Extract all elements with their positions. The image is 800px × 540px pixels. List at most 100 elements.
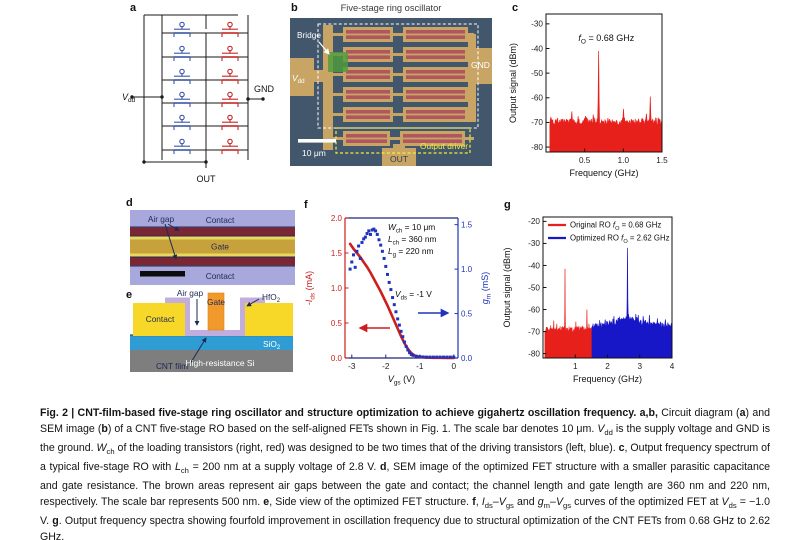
caption-segment: ds [728,500,737,510]
scale-bar [140,271,185,277]
caption-segment: Fig. 2 | CNT-film-based five-stage ring … [40,407,640,419]
caption-segment: . Output frequency spectra showing fourf… [40,514,770,540]
caption-segment: dd [604,428,613,438]
air-gap-strip-bottom [130,257,295,266]
left-bus [323,25,333,150]
fet-bubble [179,21,185,28]
caption-segment: , Output frequency spectrum of a typical… [40,441,770,473]
out-node-label: OUT [197,174,217,184]
caption-segment: V [498,495,506,508]
gm-point [374,229,378,233]
circuit-junction [246,97,250,101]
gm-point [385,272,389,276]
device-body [403,107,468,122]
gm-point [392,303,396,307]
fet-legs [221,80,239,84]
fet-symbol [221,68,239,84]
device-channel [406,75,465,79]
fet-symbol [173,114,191,130]
cnt-film-label: CNT film [156,361,188,371]
fet-bubble [227,68,233,75]
text-run: (mA) [304,271,314,293]
gm-point [448,355,452,359]
gm-point [350,260,354,264]
air-gap-label: Air gap [177,288,204,298]
y-tick-label: -80 [528,349,540,358]
text-var: L [388,246,393,256]
caption-segment: I [481,495,485,508]
text-sub: ds [309,293,316,300]
fet-symbol [221,45,239,61]
hfo2-label: HfO2 [262,292,281,304]
fet-legs [221,103,239,107]
right-bus [468,34,476,122]
caption-segment: gs [563,500,572,510]
fet-symbol [173,138,191,154]
text-run: = -1 V [407,289,432,299]
gm-point [387,280,391,284]
right-tick-label: 0.0 [461,354,473,363]
y-axis-label: Output signal (dBm) [502,247,512,327]
gm-point [351,253,355,257]
vdd-pad [290,58,314,96]
device-link [393,73,403,76]
spectrum-trace-optimized-ro [591,247,673,359]
caption-segment: b [101,422,108,435]
edge-line [130,226,295,228]
out-pad-label: OUT [390,154,408,164]
gm-point [404,344,408,348]
right-tick-label: 1.0 [461,265,473,274]
device-channel [346,115,390,119]
panel-g-label: g [504,199,511,211]
gm-point [362,237,366,241]
device-channel [346,95,390,99]
edge-line [130,235,295,237]
gm-point [394,310,398,314]
device-body [343,67,393,82]
y-tick-label: -70 [528,327,540,336]
text-sub: ch [393,240,399,246]
gm-point [445,355,449,359]
gm-point [380,249,384,253]
text-sub: O [623,239,628,245]
sem-device-rows [333,27,474,150]
device-link [465,137,474,140]
device-link [468,113,474,116]
fet-legs [221,150,239,154]
caption-segment: L [174,460,181,473]
device-body [343,131,390,146]
gm-point [435,355,439,359]
panel-b-label: b [291,2,298,14]
caption-segment: ) and SEM image ( [40,407,770,435]
y-axis-label: Output signal (dBm) [508,43,518,123]
fet-symbol [221,138,239,154]
fet-bubble [179,114,185,121]
caption-segment: d [379,460,387,473]
gm-point [379,243,383,247]
x-axis-label: Frequency (GHz) [573,374,642,384]
x-axis-label: Frequency (GHz) [569,168,638,178]
fet-symbol [221,114,239,130]
substrate-label: High-resistance Si [186,358,255,368]
panel-d-label: d [126,197,133,209]
circuit-junction [130,95,134,99]
caption-segment: ) of a CNT five-stage RO based on the se… [107,422,598,435]
device-channel [403,139,462,143]
fet-bubble [179,45,185,52]
fet-bubble [227,138,233,145]
text-run: Output signal (dBm) [508,43,518,123]
gm-point [353,265,357,269]
gm-point [363,235,367,239]
gm-point [431,355,435,359]
caption-segment: – [550,495,556,508]
panel-e-fet-cross-section: Air gap Gate HfO2 Contact CNT film SiO2 … [130,288,293,372]
device-channel [406,95,465,99]
panel-a-label: a [130,2,137,14]
text-run: = 360 nm [399,234,437,244]
device-link [468,53,474,56]
text-run: (mS) [480,272,490,294]
device-link [333,73,343,76]
device-channel [406,55,465,59]
caption-segment: – [492,495,499,508]
